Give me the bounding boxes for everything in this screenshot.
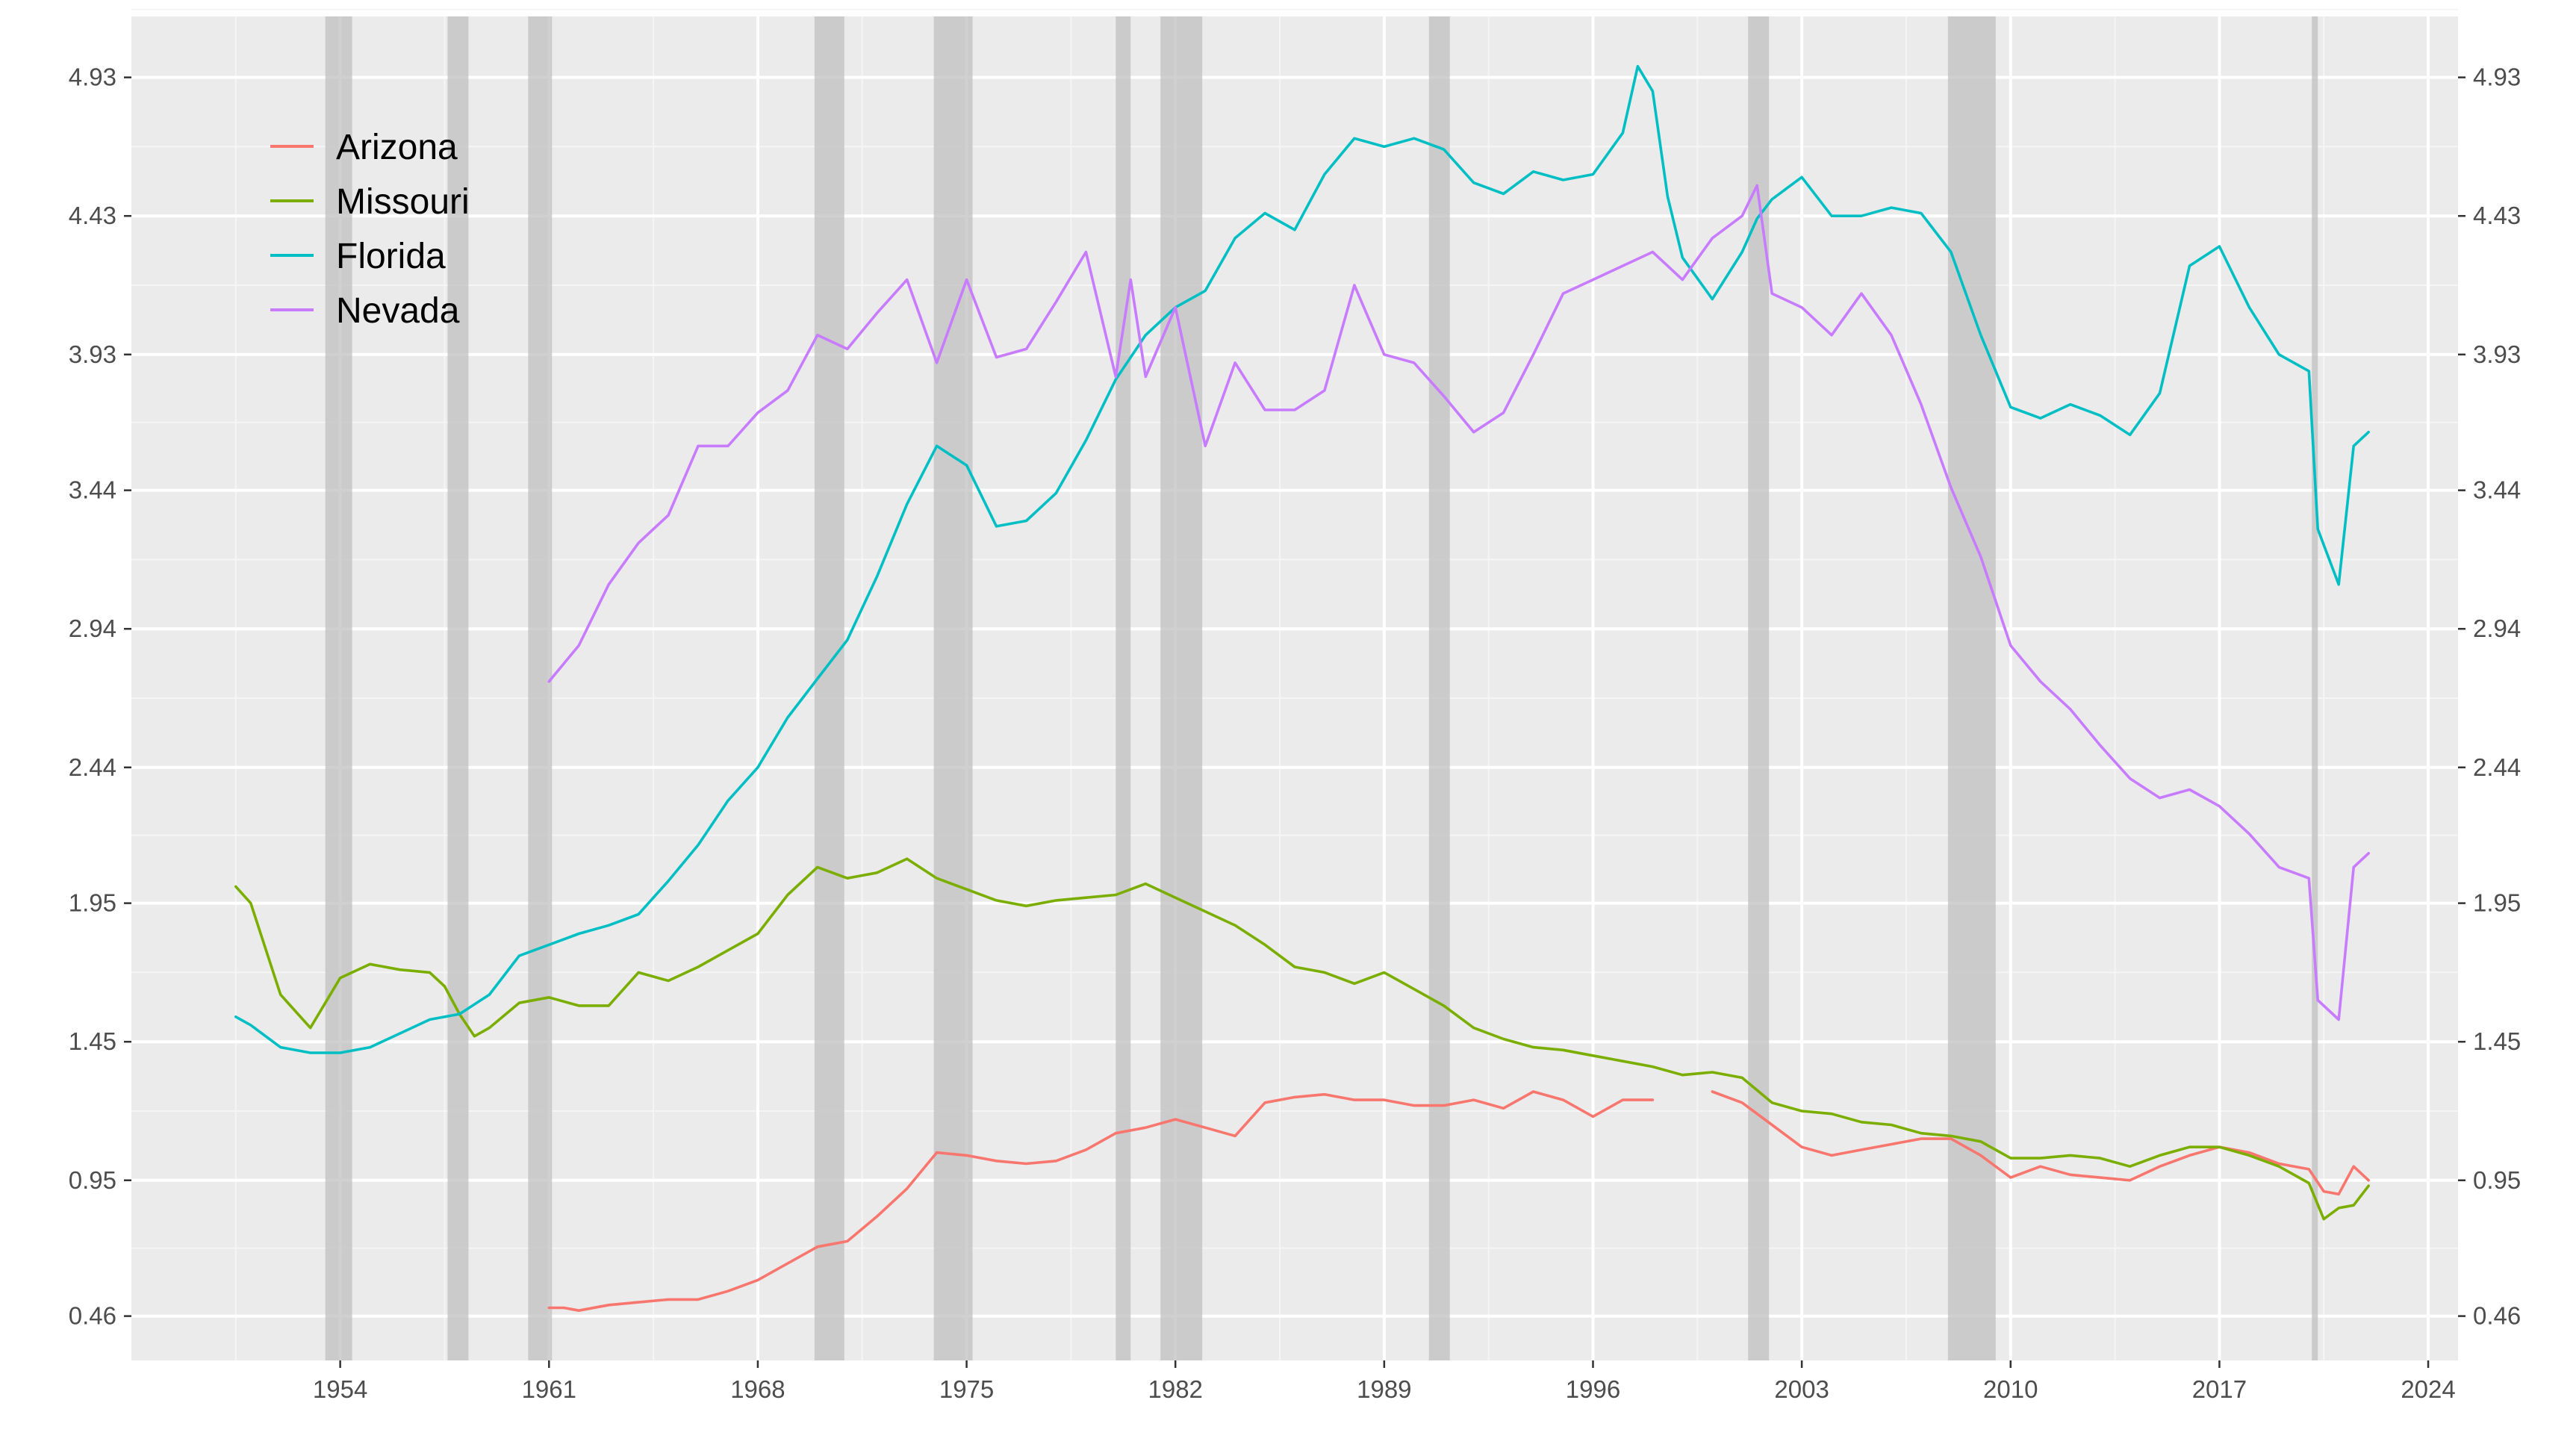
series-line-nevada [547, 184, 2370, 1021]
shaded-period [447, 16, 469, 1360]
y-tick-label-right: 4.43 [2473, 202, 2521, 229]
y-tick-label-right: 3.44 [2473, 476, 2521, 504]
legend-label-nevada: Nevada [336, 291, 460, 331]
y-tick-label: 1.45 [69, 1027, 116, 1055]
series-line-arizona [1711, 1090, 2370, 1196]
y-tick-label: 3.44 [69, 476, 116, 504]
shaded-period [2312, 16, 2318, 1360]
y-tick-label: 1.95 [69, 889, 116, 917]
shaded-period [528, 16, 553, 1360]
shaded-period [1160, 16, 1203, 1360]
series-lines [234, 65, 2370, 1312]
x-tick-label: 1989 [1357, 1375, 1411, 1403]
series-line-florida [234, 65, 2370, 1054]
y-tick-label-right: 2.94 [2473, 615, 2521, 642]
x-tick-label: 1975 [939, 1375, 994, 1403]
shaded-period [325, 16, 352, 1360]
x-tick-label: 2010 [1983, 1375, 2038, 1403]
series-line-arizona [547, 1090, 1655, 1312]
y-tick-label: 0.95 [69, 1166, 116, 1194]
legend-label-arizona: Arizona [336, 128, 458, 167]
x-tick-label: 1996 [1566, 1375, 1620, 1403]
y-tick-label: 4.43 [69, 202, 116, 229]
shaded-period [933, 16, 973, 1360]
series-line-missouri [234, 857, 2370, 1221]
y-axis-left: 0.46 0.95 1.45 1.95 2.44 2.94 3.44 3.93 4.43 4.93 [69, 63, 131, 1330]
x-axis: 1954 1961 1968 1975 1982 1989 1996 2003 2010 2017… [313, 1360, 2456, 1403]
legend: Arizona Missouri Florida Nevada [270, 128, 470, 331]
x-tick-label: 2003 [1774, 1375, 1829, 1403]
y-tick-label-right: 1.95 [2473, 889, 2521, 917]
y-tick-label: 3.93 [69, 340, 116, 368]
y-tick-label: 0.46 [69, 1302, 116, 1330]
x-tick-label: 1968 [730, 1375, 785, 1403]
plot-panel [131, 16, 2458, 1360]
y-axis-right: 0.46 0.95 1.45 1.95 2.44 2.94 3.44 3.93 4.43 4.93 [2458, 63, 2521, 1330]
y-tick-label: 2.94 [69, 615, 116, 642]
y-tick-label-right: 0.95 [2473, 1166, 2521, 1194]
x-tick-label: 1954 [313, 1375, 367, 1403]
x-tick-label: 1961 [522, 1375, 576, 1403]
y-tick-label: 4.93 [69, 63, 116, 91]
legend-label-missouri: Missouri [336, 182, 470, 222]
x-tick-label: 2017 [2192, 1375, 2247, 1403]
x-tick-label: 1982 [1148, 1375, 1202, 1403]
shaded-period [814, 16, 844, 1360]
y-tick-label-right: 1.45 [2473, 1027, 2521, 1055]
y-tick-label-right: 0.46 [2473, 1302, 2521, 1330]
shaded-periods [325, 16, 2318, 1360]
shaded-period [1428, 16, 1450, 1360]
y-tick-label-right: 3.93 [2473, 340, 2521, 368]
y-tick-label-right: 4.93 [2473, 63, 2521, 91]
y-tick-label-right: 2.44 [2473, 753, 2521, 781]
y-tick-label: 2.44 [69, 753, 116, 781]
legend-label-florida: Florida [336, 237, 446, 276]
shaded-period [1116, 16, 1131, 1360]
shaded-period [1947, 16, 1996, 1360]
x-tick-label: 2024 [2401, 1375, 2455, 1403]
minor-gridlines [131, 8, 2458, 1360]
